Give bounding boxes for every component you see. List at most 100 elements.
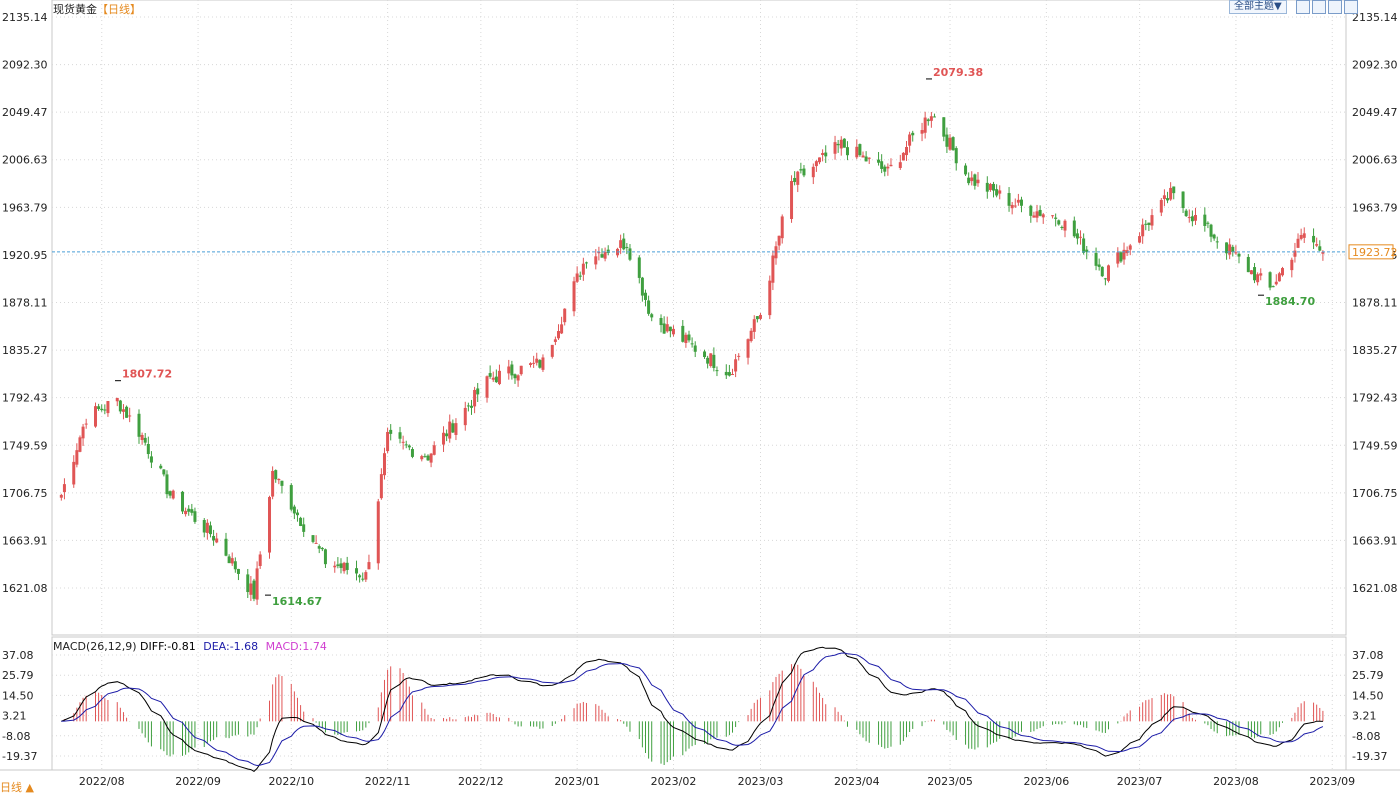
candle-body (445, 433, 449, 437)
price-annotation: 1884.70 (1265, 295, 1315, 308)
candle-body (799, 169, 803, 171)
candle-body (255, 568, 259, 600)
candle-body (662, 323, 666, 334)
theme-dropdown[interactable]: 全部主题▼ (1229, 0, 1287, 14)
candle-body (905, 146, 909, 156)
candle-body (336, 564, 340, 566)
candle-body (236, 568, 240, 574)
candle-body (1184, 210, 1188, 217)
candle-body (1203, 214, 1207, 226)
candle-body (734, 359, 738, 372)
candle-body (181, 491, 185, 512)
timeframe-toggle[interactable]: 日线 ▲ (0, 781, 34, 794)
candle-body (628, 248, 632, 260)
candle-body (970, 177, 974, 182)
candle-body (619, 240, 623, 248)
candle-body (665, 324, 669, 332)
candle-body (668, 326, 672, 332)
candle-body (249, 583, 253, 595)
candle-body (451, 423, 455, 433)
candle-body (1054, 217, 1058, 219)
price-panel-frame (51, 0, 1347, 636)
y-tick-label-left: 2006.63 (2, 154, 48, 167)
candle-body (581, 263, 585, 275)
candle-body (149, 456, 153, 463)
candle-body (622, 238, 626, 250)
candle-body (233, 561, 237, 570)
candle-body (121, 409, 125, 412)
candle-body (1007, 193, 1011, 206)
candle-body (709, 353, 713, 367)
candle-body (84, 423, 88, 425)
candle-body (1041, 214, 1045, 218)
split-icon[interactable] (1328, 0, 1342, 14)
candle-body (926, 119, 930, 122)
candle-body (790, 181, 794, 219)
candle-body (603, 252, 607, 259)
candle-body (1169, 187, 1173, 200)
candle-body (100, 408, 104, 411)
macd-dea: DEA:-1.68 (203, 640, 259, 653)
candle-body (973, 174, 977, 186)
macd-y-tick-left: 37.08 (2, 649, 34, 662)
candle-body (556, 331, 560, 339)
candle-body (252, 580, 256, 599)
candle-body (1051, 215, 1055, 217)
x-tick-label: 2023/07 (1117, 775, 1163, 788)
macd-value: MACD:1.74 (265, 640, 327, 653)
candle-body (1181, 191, 1185, 209)
diff-line (61, 646, 1323, 773)
candle-body (115, 397, 119, 402)
candle-body (793, 177, 797, 182)
candle-body (771, 255, 775, 283)
candle-body (311, 535, 315, 542)
x-tick-label: 2023/09 (1309, 775, 1355, 788)
candle-body (606, 249, 610, 253)
candle-body (1119, 252, 1123, 262)
x-tick-label: 2023/02 (651, 775, 697, 788)
candle-body (1138, 236, 1142, 243)
candle-body (1228, 244, 1232, 255)
y-tick-label-right: 1706.75 (1352, 487, 1398, 500)
current-price-box (1348, 244, 1394, 260)
candle-body (401, 441, 405, 443)
chart-title: 现货黄金【日线】 (53, 1, 141, 17)
candle-body (404, 444, 408, 446)
macd-y-tick-right: 14.50 (1352, 689, 1384, 702)
candle-body (118, 400, 122, 412)
candle-body (1166, 198, 1170, 201)
symbol-name: 现货黄金 (53, 3, 97, 16)
candle-body (410, 449, 414, 457)
timeframe-label: 【日线】 (97, 3, 141, 16)
x-tick-label: 2022/11 (365, 775, 411, 788)
candle-body (861, 155, 865, 158)
candle-body (97, 406, 101, 409)
candle-body (796, 171, 800, 185)
candle-body (466, 405, 470, 407)
candle-body (1299, 235, 1303, 239)
candle-body (1190, 216, 1194, 222)
candle-body (376, 501, 380, 564)
candle-body (302, 524, 306, 532)
candle-body (712, 354, 716, 368)
candle-body (1032, 215, 1036, 218)
close-icon[interactable] (1344, 0, 1358, 14)
candle-body (426, 455, 430, 461)
candle-body (1144, 223, 1148, 225)
y-tick-label-left: 1963.79 (2, 201, 48, 214)
candle-body (985, 182, 989, 192)
candle-body (814, 161, 818, 167)
candle-body (802, 168, 806, 176)
macd-y-tick-right: 25.79 (1352, 669, 1384, 682)
layout-icon[interactable] (1312, 0, 1326, 14)
fullscreen-icon[interactable] (1296, 0, 1310, 14)
candle-body (1206, 222, 1210, 224)
y-tick-label-left: 1749.59 (2, 439, 48, 452)
candle-body (1128, 245, 1132, 250)
macd-y-tick-right: -8.08 (1352, 730, 1380, 743)
candle-body (746, 339, 750, 358)
candle-body (1280, 268, 1284, 276)
candle-body (1075, 233, 1079, 239)
x-tick-label: 2023/03 (738, 775, 784, 788)
